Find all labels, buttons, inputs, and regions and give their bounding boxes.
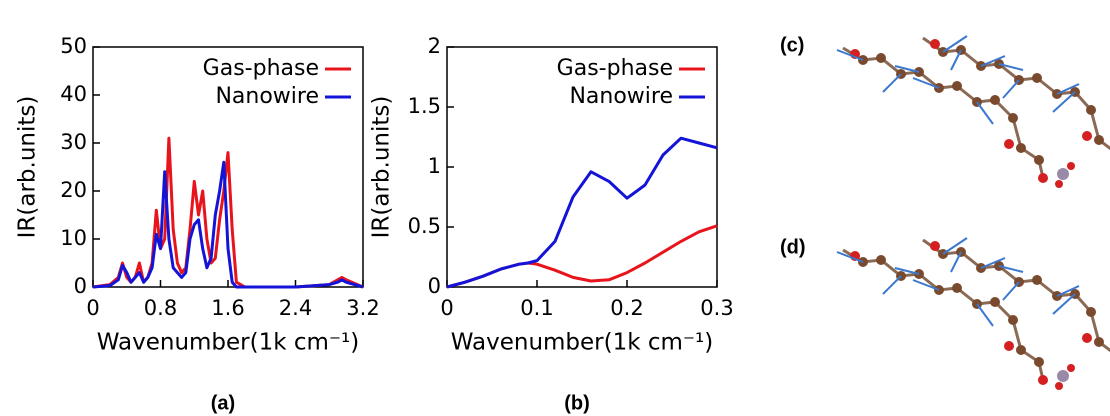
x-tick-label: 0.2	[610, 296, 643, 320]
y-tick-label: 0	[428, 274, 441, 298]
series-line	[446, 136, 718, 289]
panel-label: (d)	[780, 236, 806, 258]
legend-label: Nanowire	[215, 84, 319, 109]
panel-label: (b)	[564, 392, 590, 414]
y-tick-label: 10	[60, 226, 87, 250]
x-tick-label: 0	[86, 296, 99, 320]
x-tick-label: 0	[440, 296, 453, 320]
panel-label: (c)	[780, 34, 804, 56]
x-axis-label: Wavenumber(1k cm⁻¹)	[451, 330, 714, 356]
y-tick-label: 0.5	[408, 214, 441, 238]
y-tick-label: 50	[60, 34, 87, 58]
y-tick-label: 1	[428, 154, 441, 178]
x-tick-label: 2.4	[279, 296, 312, 320]
x-axis-label: Wavenumber(1k cm⁻¹)	[97, 330, 360, 356]
y-tick-label: 40	[60, 82, 87, 106]
y-tick-label: 1.5	[408, 94, 441, 118]
legend-label: Gas-phase	[203, 56, 319, 81]
panel-label: (a)	[211, 392, 235, 414]
x-tick-label: 0.3	[700, 296, 733, 320]
series-line	[446, 224, 718, 289]
series-line	[92, 136, 364, 289]
molecule-c	[835, 34, 1110, 190]
y-tick-label: 20	[60, 178, 87, 202]
legend-label: Nanowire	[569, 84, 673, 109]
x-tick-label: 3.2	[346, 296, 379, 320]
x-tick-label: 0.8	[144, 296, 177, 320]
x-tick-label: 0.1	[520, 296, 553, 320]
y-tick-label: 30	[60, 130, 87, 154]
y-tick-label: 2	[428, 34, 441, 58]
legend-label: Gas-phase	[557, 56, 673, 81]
plot-frame	[446, 46, 718, 288]
y-axis-label: IR(arb.units)	[15, 96, 41, 239]
y-tick-label: 0	[74, 274, 87, 298]
series-line	[92, 160, 364, 289]
x-tick-label: 1.6	[211, 296, 244, 320]
y-axis-label: IR(arb.units)	[369, 96, 395, 239]
molecule-d	[835, 236, 1110, 392]
